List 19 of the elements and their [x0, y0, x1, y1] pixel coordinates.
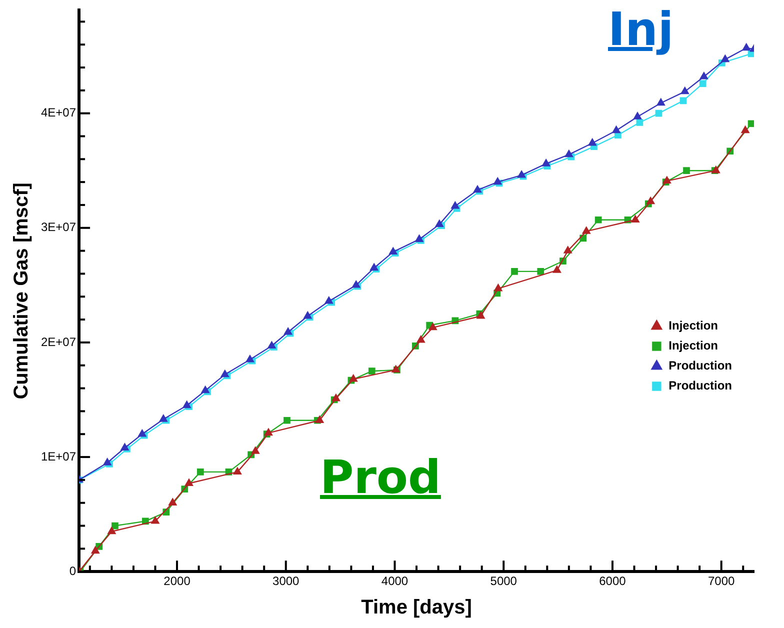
y-tick-label: 3E+07	[40, 220, 76, 234]
x-axis-title: Time [days]	[361, 596, 472, 619]
legend-label: Injection	[668, 338, 718, 353]
y-tick-label: 2E+07	[40, 334, 76, 349]
x-tick-label: 5000	[490, 574, 518, 588]
legend-label: Production	[668, 358, 732, 373]
y-axis-title: Cumulative Gas [mscf]	[10, 182, 33, 400]
y-tick-label: 4E+07	[40, 106, 76, 120]
x-tick-label: 6000	[599, 574, 626, 588]
y-tick-label: 1E+07	[40, 449, 76, 464]
x-tick-label: 7000	[708, 574, 736, 588]
legend-label: Production	[668, 378, 732, 393]
annotation: Prod	[320, 450, 441, 504]
x-tick-label: 2000	[164, 574, 191, 588]
x-tick-label: 3000	[272, 574, 300, 588]
x-tick-label: 4000	[381, 574, 408, 588]
legend-label: Injection	[668, 318, 718, 333]
annotation: Inj	[608, 2, 674, 56]
y-tick-label: 0	[69, 564, 76, 578]
